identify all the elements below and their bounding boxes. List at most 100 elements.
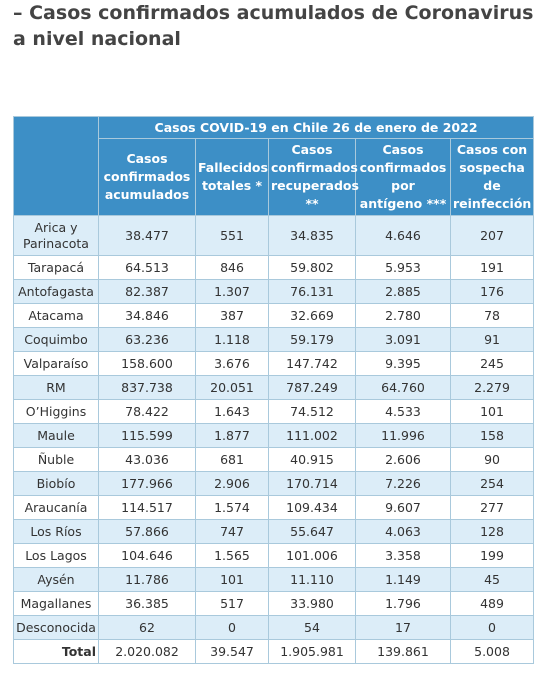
value-cell: 64.760 <box>355 375 451 400</box>
value-cell: 207 <box>449 215 535 256</box>
value-cell: 40.915 <box>268 447 356 472</box>
table-row: Maule 115.599 1.877 111.002 11.996 158 <box>13 423 535 448</box>
value-cell: 101.006 <box>268 543 356 568</box>
value-cell: 191 <box>449 255 535 280</box>
value-cell: 1.118 <box>195 327 269 352</box>
table-caption: Casos COVID-19 en Chile 26 de enero de 2… <box>97 116 535 139</box>
column-header: Casos confirmados por antígeno *** <box>355 138 451 216</box>
value-cell: 1.877 <box>195 423 269 448</box>
region-cell: Los Ríos <box>13 519 99 544</box>
value-cell: 128 <box>449 519 535 544</box>
value-cell: 82.387 <box>98 279 196 304</box>
value-cell: 78.422 <box>98 399 196 424</box>
table-row: O’Higgins 78.422 1.643 74.512 4.533 101 <box>13 399 535 424</box>
region-cell: Ñuble <box>13 447 99 472</box>
value-cell: 3.091 <box>355 327 451 352</box>
value-cell: 2.885 <box>355 279 451 304</box>
value-cell: 199 <box>449 543 535 568</box>
value-cell: 33.980 <box>268 591 356 616</box>
table-row: Aysén 11.786 101 11.110 1.149 45 <box>13 567 535 592</box>
value-cell: 0 <box>449 615 535 640</box>
value-cell: 101 <box>449 399 535 424</box>
value-cell: 177.966 <box>98 471 196 496</box>
value-cell: 747 <box>195 519 269 544</box>
value-cell: 4.063 <box>355 519 451 544</box>
table-row: Desconocida 62 0 54 17 0 <box>13 615 535 640</box>
value-cell: 11.996 <box>355 423 451 448</box>
total-cell: 139.861 <box>355 639 451 664</box>
region-cell: Valparaíso <box>13 351 99 376</box>
table-row: Antofagasta 82.387 1.307 76.131 2.885 176 <box>13 279 535 304</box>
value-cell: 1.307 <box>195 279 269 304</box>
value-cell: 2.279 <box>449 375 535 400</box>
table-row: Araucanía 114.517 1.574 109.434 9.607 277 <box>13 495 535 520</box>
value-cell: 7.226 <box>355 471 451 496</box>
region-cell: Atacama <box>13 303 99 328</box>
total-row: Total 2.020.082 39.547 1.905.981 139.861 5.00… <box>13 639 535 664</box>
column-header: Casos con sospecha de reinfección <box>449 138 535 216</box>
value-cell: 9.395 <box>355 351 451 376</box>
data-table: Casos COVID-19 en Chile 26 de enero de 2… <box>13 116 535 664</box>
region-cell: Magallanes <box>13 591 99 616</box>
value-cell: 158 <box>449 423 535 448</box>
value-cell: 1.796 <box>355 591 451 616</box>
column-header: Casos confirmados recuperados ** <box>268 138 359 216</box>
value-cell: 277 <box>449 495 535 520</box>
value-cell: 114.517 <box>98 495 196 520</box>
value-cell: 63.236 <box>98 327 196 352</box>
value-cell: 1.643 <box>195 399 269 424</box>
value-cell: 245 <box>449 351 535 376</box>
value-cell: 36.385 <box>98 591 196 616</box>
table-row: Atacama 34.846 387 32.669 2.780 78 <box>13 303 535 328</box>
value-cell: 4.533 <box>355 399 451 424</box>
value-cell: 91 <box>449 327 535 352</box>
value-cell: 62 <box>98 615 196 640</box>
region-cell: Aysén <box>13 567 99 592</box>
region-cell: O’Higgins <box>13 399 99 424</box>
value-cell: 34.846 <box>98 303 196 328</box>
region-cell: Los Lagos <box>13 543 99 568</box>
value-cell: 1.149 <box>355 567 451 592</box>
value-cell: 59.179 <box>268 327 356 352</box>
total-label: Total <box>13 639 99 664</box>
total-cell: 2.020.082 <box>98 639 196 664</box>
value-cell: 254 <box>449 471 535 496</box>
value-cell: 55.647 <box>268 519 356 544</box>
value-cell: 115.599 <box>98 423 196 448</box>
table-row: Biobío 177.966 2.906 170.714 7.226 254 <box>13 471 535 496</box>
region-cell: Araucanía <box>13 495 99 520</box>
value-cell: 64.513 <box>98 255 196 280</box>
value-cell: 104.646 <box>98 543 196 568</box>
value-cell: 109.434 <box>268 495 356 520</box>
table-row: Valparaíso 158.600 3.676 147.742 9.395 245 <box>13 351 535 376</box>
value-cell: 54 <box>268 615 356 640</box>
total-cell: 1.905.981 <box>268 639 356 664</box>
value-cell: 11.110 <box>268 567 356 592</box>
value-cell: 38.477 <box>98 215 196 256</box>
value-cell: 11.786 <box>98 567 196 592</box>
value-cell: 4.646 <box>355 215 451 256</box>
value-cell: 846 <box>195 255 269 280</box>
value-cell: 551 <box>195 215 269 256</box>
region-cell: Antofagasta <box>13 279 99 304</box>
value-cell: 170.714 <box>268 471 356 496</box>
table-row: Arica y Parinacota 38.477 551 34.835 4.646 20… <box>13 215 535 256</box>
column-header: Casos confirmados acumulados <box>98 138 196 216</box>
value-cell: 74.512 <box>268 399 356 424</box>
value-cell: 78 <box>449 303 535 328</box>
value-cell: 17 <box>355 615 451 640</box>
value-cell: 20.051 <box>195 375 269 400</box>
value-cell: 2.780 <box>355 303 451 328</box>
value-cell: 45 <box>449 567 535 592</box>
value-cell: 43.036 <box>98 447 196 472</box>
value-cell: 0 <box>195 615 269 640</box>
page-title: – Casos confirmados acumulados de Corona… <box>13 2 534 50</box>
table-row: Magallanes 36.385 517 33.980 1.796 489 <box>13 591 535 616</box>
value-cell: 158.600 <box>98 351 196 376</box>
region-cell: Maule <box>13 423 99 448</box>
total-cell: 39.547 <box>195 639 269 664</box>
column-header: Fallecidos totales * <box>195 138 269 216</box>
region-cell: Desconocida <box>13 615 99 640</box>
table-row: Los Ríos 57.866 747 55.647 4.063 128 <box>13 519 535 544</box>
